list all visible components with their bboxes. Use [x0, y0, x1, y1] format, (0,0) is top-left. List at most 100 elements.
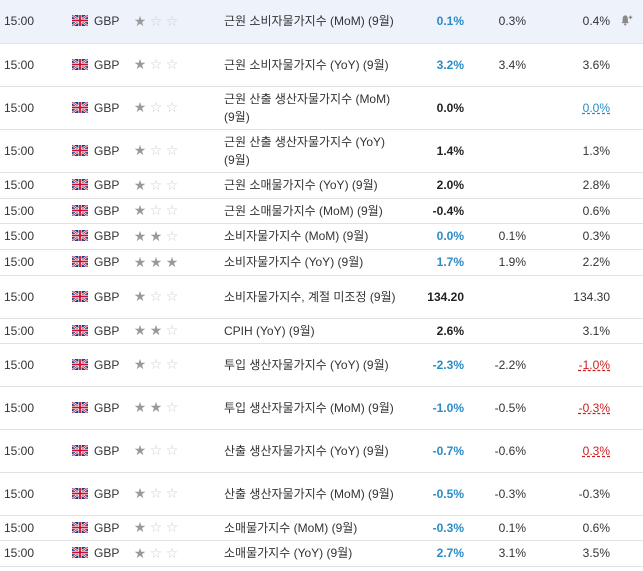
currency-cell: GBP	[68, 198, 132, 224]
alert-cell	[610, 318, 643, 344]
event-name-link[interactable]: 소비자물가지수 (YoY) (9월)	[224, 249, 404, 276]
actual-value: 0.0%	[404, 223, 464, 250]
currency-code: GBP	[94, 323, 120, 338]
table-row[interactable]: 15:00 GBP ★ ☆ ☆ 산출 생산자물가지수 (YoY) (9월) -0.7% -0.…	[0, 429, 643, 473]
event-name-link[interactable]: 투입 생산자물가지수 (MoM) (9월)	[224, 386, 404, 430]
previous-value-text: 2.2%	[582, 255, 610, 269]
star-icon: ☆	[165, 485, 179, 501]
actual-value: 1.4%	[404, 129, 464, 173]
event-name-link[interactable]: 근원 소매물가지수 (YoY) (9월)	[224, 172, 404, 199]
uk-flag-icon	[71, 178, 89, 191]
uk-flag-icon	[71, 14, 89, 28]
event-time: 15:00	[0, 43, 68, 87]
previous-value: 1.3%	[526, 129, 610, 173]
currency-cell: GBP	[68, 43, 132, 87]
event-name-link[interactable]: 소비자물가지수, 계절 미조정 (9월)	[224, 275, 404, 319]
event-name-link[interactable]: 근원 소매물가지수 (MoM) (9월)	[224, 198, 404, 224]
event-name-link[interactable]: 근원 소비자물가지수 (YoY) (9월)	[224, 43, 404, 87]
event-name-link[interactable]: 소비자물가지수 (MoM) (9월)	[224, 223, 404, 250]
forecast-value	[464, 172, 526, 199]
actual-value: 2.6%	[404, 318, 464, 344]
previous-value: 0.3%	[526, 223, 610, 250]
importance-stars: ★ ☆ ☆	[132, 275, 224, 319]
table-row[interactable]: 15:00 GBP ★ ☆ ☆ 근원 소비자물가지수 (YoY) (9월) 3.2% 3.4%…	[0, 43, 643, 87]
star-icon: ☆	[165, 356, 179, 372]
actual-value: -2.3%	[404, 343, 464, 387]
event-name-link[interactable]: 산출 생산자물가지수 (YoY) (9월)	[224, 429, 404, 473]
uk-flag-icon	[71, 443, 89, 457]
event-name-link[interactable]: 산출 생산자물가지수 (MoM) (9월)	[224, 472, 404, 516]
currency-code: GBP	[94, 100, 120, 115]
table-row[interactable]: 15:00 GBP ★ ☆ ☆ 소매물가지수 (MoM) (9월) -0.3% 0.1% 0.6…	[0, 515, 643, 541]
event-time: 15:00	[0, 86, 68, 130]
event-name-link[interactable]: 투입 생산자물가지수 (YoY) (9월)	[224, 343, 404, 387]
alert-cell	[610, 86, 643, 130]
table-row[interactable]: 15:00 GBP ★ ☆ ☆ 소매물가지수 (YoY) (9월) 2.7% 3.1% 3.5%	[0, 540, 643, 567]
importance-stars: ★ ☆ ☆	[132, 86, 224, 130]
event-name-link[interactable]: 소매물가지수 (MoM) (9월)	[224, 515, 404, 541]
bell-plus-icon[interactable]	[620, 14, 634, 30]
previous-value: 3.6%	[526, 43, 610, 87]
table-row[interactable]: 15:00 GBP ★ ☆ ☆ 소비자물가지수, 계절 미조정 (9월) 134.20 134…	[0, 275, 643, 319]
star-icon: ☆	[149, 142, 163, 158]
table-row[interactable]: 15:00 GBP ★ ☆ ☆ 근원 산출 생산자물가지수 (MoM) (9월) 0.0% 0…	[0, 86, 643, 130]
previous-value: 0.6%	[526, 198, 610, 224]
currency-code: GBP	[94, 400, 120, 415]
star-icon: ☆	[165, 99, 179, 115]
previous-value: 3.5%	[526, 540, 610, 567]
forecast-value: -0.6%	[464, 429, 526, 473]
table-row[interactable]: 15:00 GBP ★ ☆ ☆ 근원 소매물가지수 (MoM) (9월) -0.4% 0.6%	[0, 198, 643, 224]
forecast-value: 0.3%	[464, 0, 526, 44]
table-row[interactable]: 15:00 GBP ★ ☆ ☆ 근원 소매물가지수 (YoY) (9월) 2.0% 2.8%	[0, 172, 643, 199]
table-row[interactable]: 15:00 GBP ★ ★ ☆ CPIH (YoY) (9월) 2.6% 3.1%	[0, 318, 643, 344]
table-row[interactable]: 15:00 GBP ★ ★ ☆ 소비자물가지수 (MoM) (9월) 0.0% 0.1% 0.3…	[0, 223, 643, 250]
uk-flag-icon	[71, 143, 89, 157]
uk-flag-icon	[71, 289, 89, 303]
alert-cell	[610, 223, 643, 250]
event-name-link[interactable]: 소매물가지수 (YoY) (9월)	[224, 540, 404, 567]
event-name-link[interactable]: CPIH (YoY) (9월)	[224, 318, 404, 344]
event-time: 15:00	[0, 318, 68, 344]
star-icon: ☆	[165, 399, 179, 415]
currency-cell: GBP	[68, 386, 132, 430]
importance-stars: ★ ★ ☆	[132, 386, 224, 430]
table-row[interactable]: 15:00 GBP ★ ☆ ☆ 근원 소비자물가지수 (MoM) (9월) 0.1% 0.3%…	[0, 0, 643, 44]
currency-code: GBP	[94, 289, 120, 304]
event-time: 15:00	[0, 429, 68, 473]
table-row[interactable]: 15:00 GBP ★ ★ ★ 소비자물가지수 (YoY) (9월) 1.7% 1.9% 2.2…	[0, 249, 643, 276]
table-row[interactable]: 15:00 GBP ★ ☆ ☆ 근원 산출 생산자물가지수 (YoY) (9월) 1.4% 1…	[0, 129, 643, 173]
alert-cell	[610, 43, 643, 87]
event-name-link[interactable]: 근원 산출 생산자물가지수 (MoM) (9월)	[224, 86, 404, 130]
star-icon: ★	[133, 485, 147, 501]
star-icon: ★	[133, 56, 147, 72]
star-icon: ☆	[165, 227, 179, 244]
star-icon: ★	[149, 322, 163, 338]
event-time: 15:00	[0, 343, 68, 387]
table-row[interactable]: 15:00 GBP ★ ☆ ☆ 산출 생산자물가지수 (MoM) (9월) -0.5% -0.…	[0, 472, 643, 516]
previous-value: 3.1%	[526, 318, 610, 344]
previous-value-text: 0.3%	[582, 229, 610, 243]
alert-cell	[610, 249, 643, 276]
currency-code: GBP	[94, 143, 120, 158]
previous-value: -1.0%	[526, 343, 610, 387]
star-icon: ★	[133, 519, 147, 535]
previous-value-text: -0.3%	[578, 400, 610, 415]
currency-code: GBP	[94, 443, 120, 458]
star-icon: ☆	[149, 56, 163, 72]
importance-stars: ★ ☆ ☆	[132, 343, 224, 387]
event-name-link[interactable]: 근원 소비자물가지수 (MoM) (9월)	[224, 0, 404, 44]
event-name-link[interactable]: 근원 산출 생산자물가지수 (YoY) (9월)	[224, 129, 404, 173]
previous-value: 2.8%	[526, 172, 610, 199]
star-icon: ☆	[149, 202, 163, 218]
previous-value-text: 3.6%	[582, 57, 610, 72]
forecast-value	[464, 275, 526, 319]
table-row[interactable]: 15:00 GBP ★ ★ ☆ 투입 생산자물가지수 (MoM) (9월) -1.0% -0.…	[0, 386, 643, 430]
table-row[interactable]: 15:00 GBP ★ ☆ ☆ 투입 생산자물가지수 (YoY) (9월) -2.3% -2.…	[0, 343, 643, 387]
importance-stars: ★ ☆ ☆	[132, 172, 224, 199]
alert-cell	[610, 472, 643, 516]
currency-cell: GBP	[68, 249, 132, 276]
previous-value-text: 3.1%	[582, 323, 610, 338]
previous-value: 0.6%	[526, 515, 610, 541]
currency-cell: GBP	[68, 275, 132, 319]
